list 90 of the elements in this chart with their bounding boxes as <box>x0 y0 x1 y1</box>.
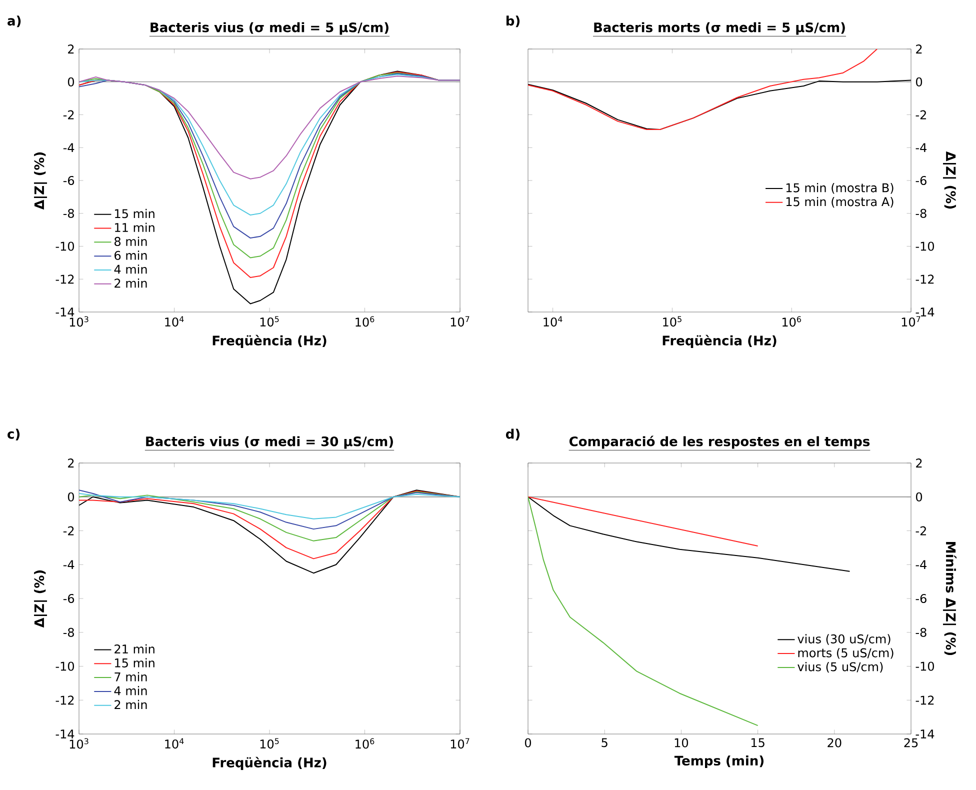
y-tick-label: -14 <box>56 730 74 738</box>
x-tick-label: 10$^{7}$ <box>902 316 920 327</box>
y-tick-label: -6 <box>63 176 74 186</box>
y-tick-label: -6 <box>63 594 74 604</box>
x-tick-label: 10$^{5}$ <box>260 738 279 749</box>
legend-label: 2 min <box>114 278 147 288</box>
x-tick-label: 10$^{4}$ <box>544 316 562 327</box>
y2-tick-label: -14 <box>916 730 934 738</box>
x-tick-label: 5 <box>602 738 608 748</box>
x-tick-label: 0 <box>524 738 532 748</box>
y-tick-label: -4 <box>63 560 74 570</box>
y-tick-label: 2 <box>68 44 74 54</box>
x-tick-label: 10$^{5}$ <box>260 316 279 327</box>
x-tick-label: 10$^{7}$ <box>450 316 470 327</box>
y-tick-label: -2 <box>63 110 74 120</box>
legend-label: 6 min <box>114 250 147 260</box>
y-axis-title: Δ|Z| (%) <box>34 152 48 210</box>
y2-tick-label: -8 <box>916 628 926 637</box>
legend-label: 15 min (mostra A) <box>786 196 894 208</box>
x-axis-title: Freqüència (Hz) <box>212 334 326 348</box>
text: d) <box>506 428 520 440</box>
y2-tick-label: 2 <box>916 458 922 468</box>
y2-tick-label: 2 <box>916 44 922 54</box>
text: b) <box>506 16 520 28</box>
y2-tick-label: -12 <box>916 696 934 705</box>
chart-title: Bacteris morts (σ medi = 5 µS/cm) <box>594 22 845 35</box>
legend-label: 8 min <box>114 236 147 246</box>
x-tick-label: 10 <box>674 738 688 748</box>
y-tick-label: -2 <box>63 526 74 536</box>
legend-label: vius (5 uS/cm) <box>798 662 883 673</box>
x-tick-label: 10$^{6}$ <box>782 316 802 327</box>
line-series <box>528 496 758 726</box>
y-tick-label: -8 <box>63 208 74 218</box>
y2-tick-label: -2 <box>916 110 926 120</box>
y-tick-label: -12 <box>56 274 74 284</box>
legend-label: 11 min <box>115 222 154 232</box>
y2-tick-label: -10 <box>916 242 934 251</box>
y2-tick-label: -4 <box>916 560 927 570</box>
chart-title: Bacteris vius (σ medi = 30 µS/cm) <box>146 436 393 449</box>
legend-label: 15 min <box>115 208 154 218</box>
y2-tick-label: -10 <box>916 662 934 671</box>
y2-tick-label: 0 <box>916 77 922 86</box>
y2-tick-label: -2 <box>916 526 926 536</box>
x-axis-title: Temps (min) <box>674 755 764 768</box>
chart-title: Comparació de les respostes en el temps <box>569 436 870 449</box>
y2-axis-title: Δ|Z| (%) <box>943 151 956 209</box>
legend-label: 7 min <box>114 672 147 682</box>
legend-label: 4 min <box>114 686 147 696</box>
legend-label: 2 min <box>114 700 147 710</box>
y-tick-label: 2 <box>68 458 74 468</box>
y-axis-title: Δ|Z| (%) <box>34 570 48 628</box>
x-tick-label: 10$^{6}$ <box>356 738 374 749</box>
x-tick-label: 10$^{3}$ <box>70 738 88 749</box>
x-tick-label: 10$^{7}$ <box>450 738 470 749</box>
x-tick-label: 10$^{4}$ <box>165 738 184 749</box>
x-tick-label: 15 <box>751 738 764 748</box>
x-axis-title: Freqüència (Hz) <box>662 334 776 348</box>
legend-label: vius (30 uS/cm) <box>798 634 890 645</box>
x-tick-label: 10$^{3}$ <box>70 316 88 327</box>
text: a) <box>8 16 21 28</box>
y2-tick-label: -14 <box>916 308 934 316</box>
y-tick-label: -4 <box>63 143 74 152</box>
text: c) <box>8 428 20 440</box>
x-axis-title: Freqüència (Hz) <box>212 756 326 770</box>
y2-tick-label: -6 <box>916 594 926 604</box>
y-tick-label: 0 <box>68 492 74 502</box>
y2-tick-label: -8 <box>916 208 926 218</box>
y2-axis-title: Mínims Δ|Z| (%) <box>943 542 956 656</box>
y-tick-label: -14 <box>56 308 74 316</box>
y2-tick-label: 0 <box>916 492 922 502</box>
legend-label: 21 min <box>114 644 154 654</box>
y2-tick-label: -12 <box>916 274 934 284</box>
chart-title: Bacteris vius (σ medi = 5 µS/cm) <box>150 22 388 35</box>
y-tick-label: -8 <box>63 628 74 637</box>
legend-label: morts (5 uS/cm) <box>798 648 894 659</box>
x-tick-label: 20 <box>828 738 842 748</box>
y2-tick-label: -6 <box>916 176 926 186</box>
y-tick-label: -12 <box>56 696 74 705</box>
y-tick-label: -10 <box>56 242 74 251</box>
y-tick-label: -10 <box>56 662 74 671</box>
x-tick-label: 10$^{6}$ <box>356 316 374 327</box>
legend-label: 15 min (mostra B) <box>786 183 894 194</box>
legend-label: 4 min <box>114 264 147 274</box>
y2-tick-label: -4 <box>916 143 927 152</box>
line-series <box>528 496 850 572</box>
x-tick-label: 10$^{5}$ <box>663 316 682 327</box>
legend-label: 15 min <box>115 658 154 668</box>
x-tick-label: 10$^{4}$ <box>165 316 184 327</box>
x-tick-label: 25 <box>904 738 918 748</box>
y-tick-label: 0 <box>68 77 74 86</box>
